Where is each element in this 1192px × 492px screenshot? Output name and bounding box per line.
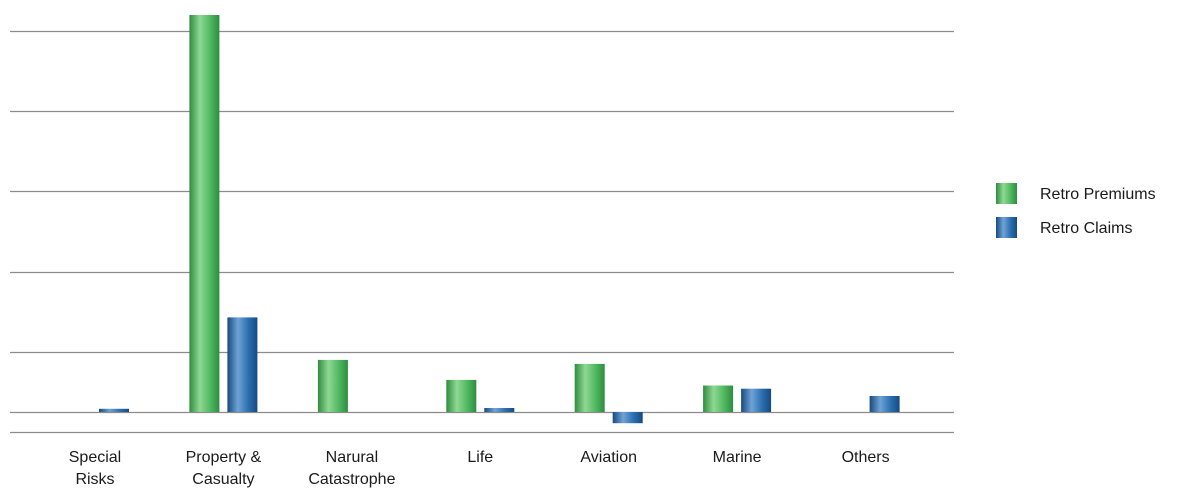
legend-swatch: [996, 217, 1017, 238]
bar-retro-claims: [99, 408, 129, 412]
bar-retro-claims: [227, 317, 258, 412]
bar-retro-premiums: [189, 15, 220, 412]
x-tick-label: Property & Casualty: [186, 449, 262, 488]
x-tick-label: Others: [842, 449, 890, 466]
bar-retro-premiums: [317, 359, 348, 412]
legend-label: Retro Premiums: [1040, 186, 1156, 203]
bar-retro-claims: [484, 408, 515, 412]
x-tick-label: Narural Catastrophe: [308, 449, 395, 488]
gridlines: [10, 30, 954, 434]
legend: Retro Premiums Retro Claims: [996, 183, 1156, 238]
bar-retro-claims: [612, 412, 643, 424]
bars: [99, 15, 900, 424]
x-tick-label: Life: [467, 449, 493, 466]
legend-label: Retro Claims: [1040, 220, 1132, 237]
x-axis-tick-labels: Special Risks Property & Casualty Narural Cat…: [69, 449, 890, 488]
bar-retro-premiums: [703, 385, 734, 412]
bar-retro-claims: [869, 396, 900, 412]
bar-retro-premiums: [446, 379, 477, 412]
bar-retro-claims: [741, 388, 772, 412]
x-tick-label: Marine: [713, 449, 762, 466]
x-tick-label: Special Risks: [69, 449, 121, 488]
x-tick-label: Aviation: [580, 449, 637, 466]
bar-retro-premiums: [574, 363, 605, 412]
legend-swatch: [996, 183, 1017, 204]
